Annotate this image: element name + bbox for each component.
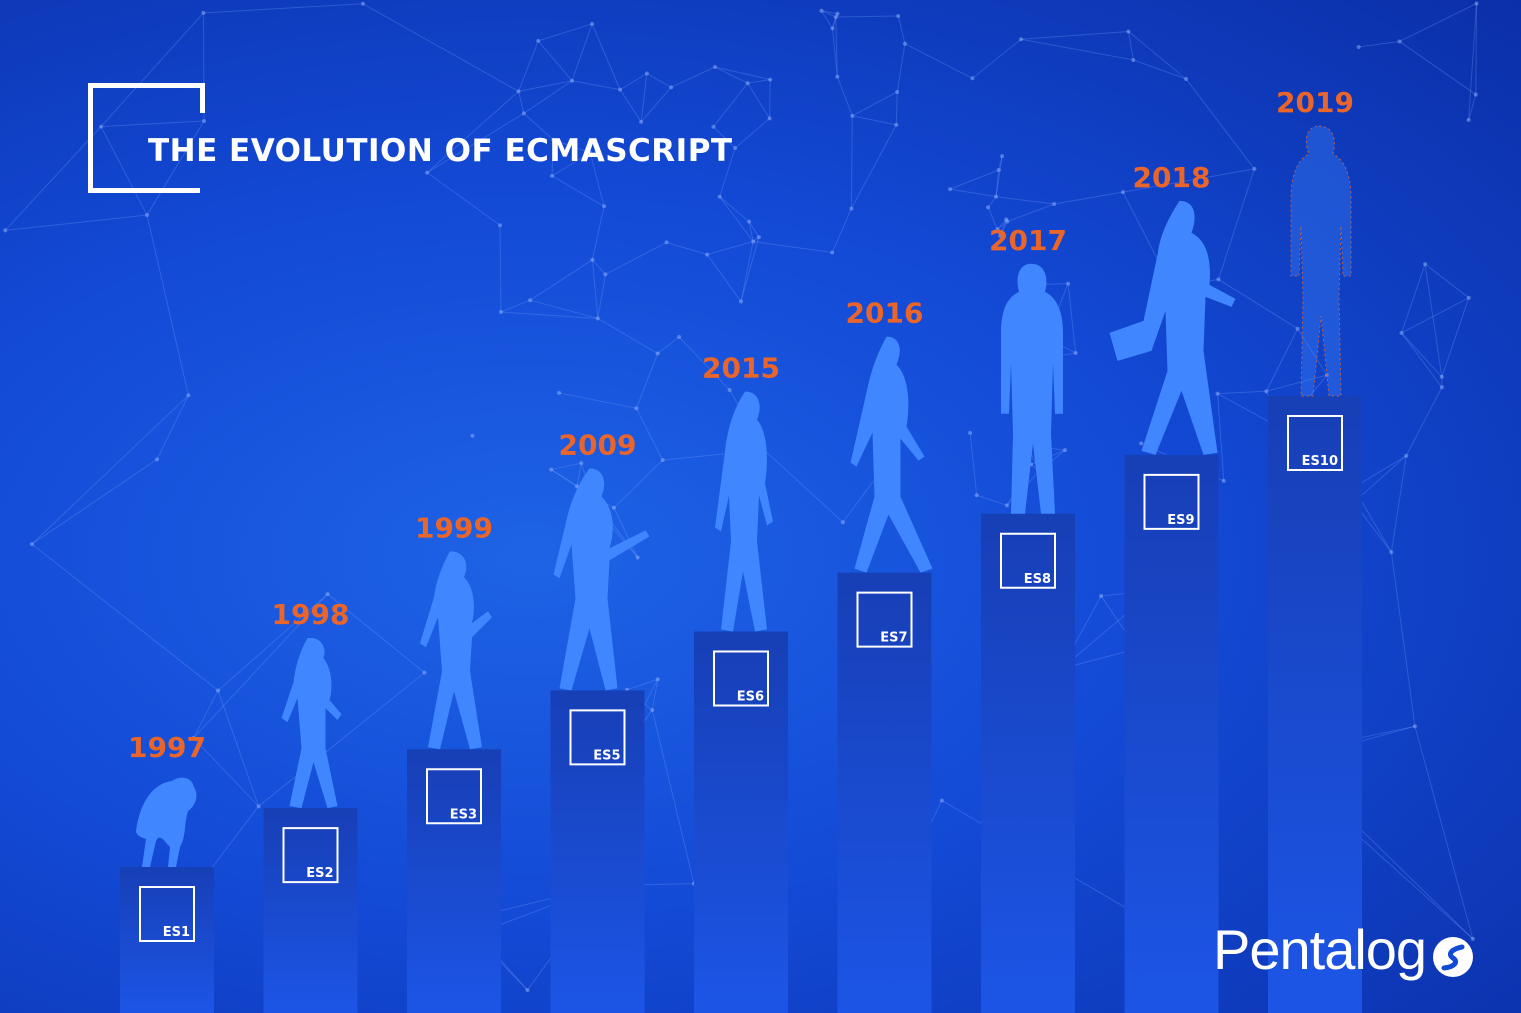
step-group: 2018 ES9 [1109, 161, 1236, 1013]
step-group: 1998 ES2 [263, 598, 358, 1013]
version-badge [1143, 473, 1200, 530]
hominid-icon [420, 551, 492, 750]
caveman-spear-icon [553, 468, 650, 691]
step-group: 2019 ES10 [1268, 86, 1362, 1013]
year-label: 1999 [415, 511, 493, 544]
version-label: ES1 [163, 925, 190, 940]
version-badge [713, 650, 769, 707]
year-label: 2018 [1133, 161, 1211, 194]
step-bar [1268, 396, 1362, 1013]
human-walking-icon [850, 336, 933, 573]
title-frame [88, 83, 205, 193]
step-bar [1124, 454, 1219, 1013]
version-label: ES8 [1024, 572, 1051, 587]
version-badge [1287, 415, 1343, 471]
version-label: ES7 [880, 631, 907, 646]
step-bar [407, 749, 501, 1013]
year-label: 2019 [1276, 86, 1354, 119]
step-group: 2016 ES7 [837, 297, 933, 1013]
version-label: ES9 [1167, 513, 1194, 528]
version-label: ES2 [306, 866, 333, 881]
pentalog-mark-icon [1433, 937, 1474, 977]
early-human-icon [715, 391, 773, 632]
version-badge [139, 886, 195, 942]
early-hominid-icon [281, 637, 342, 809]
brand-name: Pentalog [1213, 918, 1427, 981]
year-label: 2015 [702, 352, 780, 385]
year-label: 2009 [559, 428, 637, 461]
businessman-briefcase-icon [1109, 200, 1236, 455]
step-bar [550, 690, 645, 1013]
step-group: 2015 ES6 [694, 352, 788, 1013]
man-standing-icon [1001, 263, 1063, 514]
step-group: 2009 ES5 [550, 428, 650, 1013]
year-label: 2016 [846, 297, 924, 330]
year-label: 1997 [128, 731, 206, 764]
step-group: 1997 ES1 [120, 731, 214, 1013]
version-label: ES5 [593, 748, 620, 763]
step-bar [694, 631, 788, 1013]
step-group: 2017 ES8 [981, 224, 1075, 1013]
version-label: ES10 [1302, 454, 1338, 469]
step-group: 1999 ES3 [407, 511, 501, 1013]
step-bar [981, 513, 1075, 1013]
ape-figure-icon [136, 777, 197, 867]
year-label: 1998 [272, 598, 350, 631]
year-label: 2017 [989, 224, 1067, 257]
version-badge [426, 768, 482, 825]
pentalog-logo: Pentalog [1213, 914, 1474, 986]
version-badge [282, 827, 339, 884]
version-label: ES3 [450, 807, 477, 822]
page-title: THE EVOLUTION OF ECMASCRIPT [148, 133, 733, 169]
version-badge [856, 591, 913, 648]
version-badge [569, 709, 626, 766]
version-label: ES6 [737, 690, 764, 705]
digital-human-icon [1290, 125, 1352, 397]
step-bar [263, 808, 358, 1013]
version-badge [1000, 532, 1056, 589]
